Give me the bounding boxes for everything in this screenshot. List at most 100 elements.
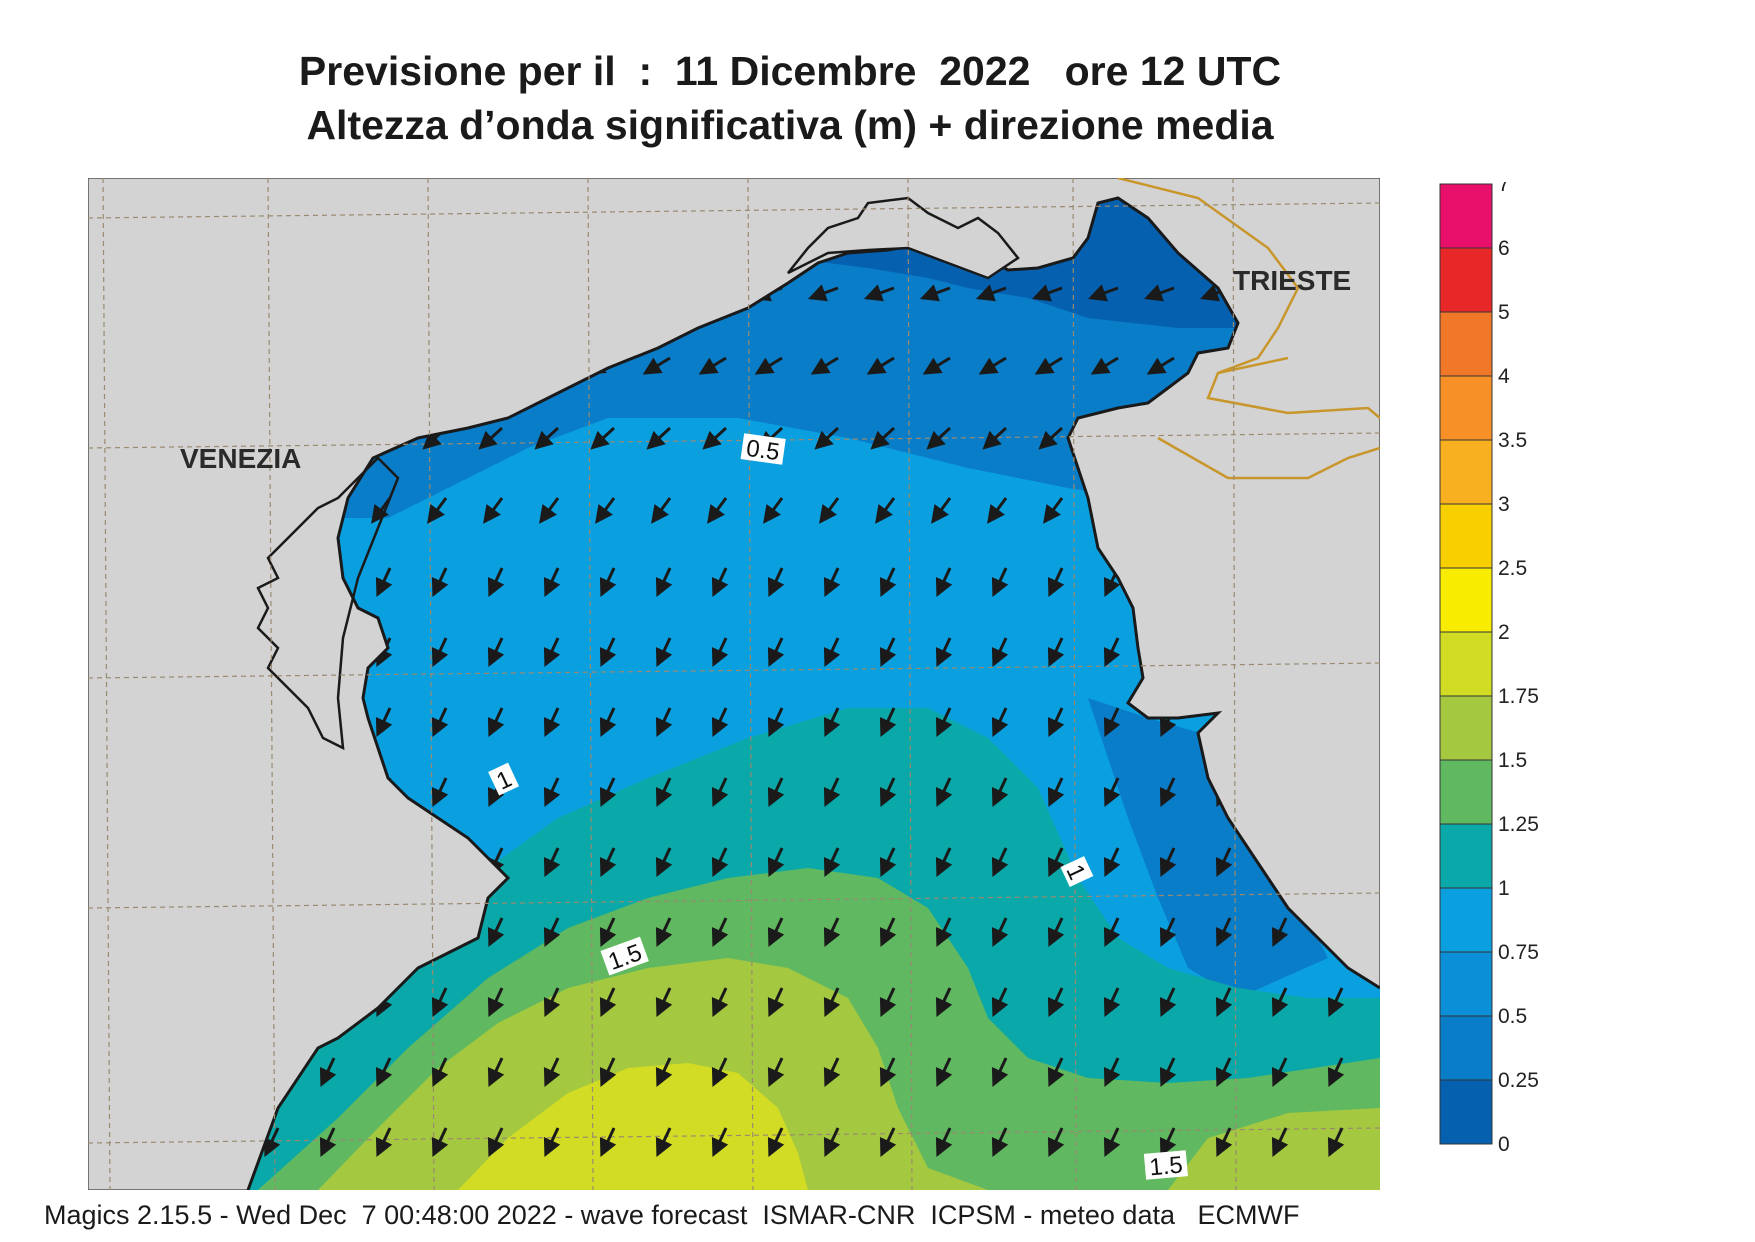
direction-arrow: [935, 987, 953, 1018]
direction-arrow: [590, 426, 616, 450]
direction-arrow: [375, 707, 393, 738]
colorbar-box-7: [1439, 631, 1493, 697]
direction-arrow: [487, 637, 505, 668]
direction-arrow: [1047, 637, 1065, 668]
direction-arrow: [1103, 1127, 1121, 1158]
direction-arrow: [1047, 777, 1065, 808]
direction-arrow: [1215, 987, 1233, 1018]
direction-arrow: [1271, 1057, 1289, 1088]
direction-arrow: [1047, 1127, 1065, 1158]
colorbar-box-9: [1439, 503, 1493, 569]
direction-arrow: [975, 284, 1007, 302]
colorbar-labels: 0 0.25 0.5 0.75 1 1.25 1.5 1.75 2 2.5 3 3.5 4 5 6 7: [1498, 182, 1539, 1152]
direction-arrow: [431, 1057, 449, 1088]
direction-arrow: [487, 917, 505, 948]
direction-arrow: [487, 1127, 505, 1158]
direction-arrow: [807, 284, 839, 302]
direction-arrow: [991, 847, 1009, 878]
direction-arrow: [1159, 917, 1177, 948]
direction-arrow: [655, 1057, 673, 1088]
direction-arrow: [599, 707, 617, 738]
colorbar-tick-label: 1.5: [1498, 749, 1527, 772]
islands-north: [787, 196, 1020, 280]
direction-arrow: [767, 567, 785, 598]
direction-arrow: [1271, 917, 1289, 948]
direction-arrow: [1271, 987, 1289, 1018]
direction-arrow: [543, 707, 561, 738]
direction-arrow: [711, 917, 729, 948]
direction-arrow: [707, 497, 728, 524]
direction-arrow: [487, 987, 505, 1018]
direction-arrow: [991, 1127, 1009, 1158]
colorbar-box-11: [1439, 375, 1493, 441]
direction-arrow: [711, 777, 729, 808]
direction-arrow: [991, 917, 1009, 948]
direction-arrow: [767, 1057, 785, 1088]
contour-label-1-east: 1: [1060, 856, 1094, 888]
direction-arrow: [823, 987, 841, 1018]
direction-arrow: [539, 497, 560, 524]
direction-arrow: [819, 497, 840, 524]
direction-arrow: [543, 777, 561, 808]
direction-arrow: [991, 707, 1009, 738]
direction-arrow: [879, 777, 897, 808]
colorbar-tick-label: 1.25: [1498, 813, 1539, 836]
colorbar-box-6: [1439, 695, 1493, 761]
direction-arrow: [655, 777, 673, 808]
direction-arrow: [1327, 1057, 1345, 1088]
direction-arrow: [935, 707, 953, 738]
title-line-1: Previsione per il : 11 Dicembre 2022 ore…: [298, 48, 1282, 94]
direction-arrow: [599, 777, 617, 808]
direction-arrow: [646, 426, 672, 450]
direction-arrow: [1047, 707, 1065, 738]
direction-arrow: [863, 284, 895, 302]
direction-arrow: [1043, 497, 1064, 524]
direction-arrow: [879, 637, 897, 668]
colorbar: 0 0.25 0.5 0.75 1 1.25 1.5 1.75 2 2.5 3 3.5 4 5 6 7: [1439, 182, 1539, 1152]
direction-arrow: [879, 987, 897, 1018]
colorbar-tick-label: 1: [1498, 877, 1510, 900]
direction-arrow: [823, 847, 841, 878]
direction-arrow: [767, 637, 785, 668]
colorbar-box-5: [1439, 759, 1493, 825]
direction-arrow: [935, 847, 953, 878]
direction-arrow: [1047, 847, 1065, 878]
direction-arrow: [1047, 567, 1065, 598]
direction-arrow: [431, 777, 449, 808]
direction-arrow: [823, 1057, 841, 1088]
colorbar-tick-label: 0.25: [1498, 1069, 1539, 1092]
colorbar-box-8: [1439, 567, 1493, 633]
direction-arrow: [487, 707, 505, 738]
direction-arrow: [1103, 777, 1121, 808]
direction-arrow: [935, 637, 953, 668]
direction-arrow: [814, 426, 840, 450]
direction-arrow: [263, 1127, 281, 1158]
colorbar-box-2: [1439, 951, 1493, 1017]
direction-arrow: [375, 1057, 393, 1088]
direction-arrow: [1159, 777, 1177, 808]
direction-arrow: [427, 497, 448, 524]
direction-arrow: [655, 987, 673, 1018]
direction-arrow: [642, 356, 671, 375]
colorbar-tick-label: 2.5: [1498, 557, 1527, 580]
direction-arrow: [875, 497, 896, 524]
direction-arrow: [487, 1057, 505, 1088]
direction-arrow: [866, 356, 895, 375]
direction-arrow: [754, 356, 783, 375]
direction-arrow: [543, 987, 561, 1018]
contour-label-1.5-south: 1.5: [1143, 1150, 1188, 1181]
wave-height-map: VENEZIA TRIESTE 0.5 1 1 1.5 1.5: [88, 178, 1380, 1190]
direction-arrow: [431, 637, 449, 668]
direction-arrow: [1031, 284, 1063, 302]
direction-arrow: [595, 497, 616, 524]
direction-arrow: [1327, 987, 1345, 1018]
direction-arrow: [543, 1127, 561, 1158]
colorbar-tick-label: 5: [1498, 301, 1510, 324]
direction-arrow: [543, 917, 561, 948]
direction-arrow: [655, 1127, 673, 1158]
label-venezia: VENEZIA: [180, 443, 301, 474]
direction-arrow: [655, 917, 673, 948]
direction-arrow: [879, 847, 897, 878]
colorbar-tick-label: 0.5: [1498, 1005, 1527, 1028]
direction-arrow: [879, 1057, 897, 1088]
